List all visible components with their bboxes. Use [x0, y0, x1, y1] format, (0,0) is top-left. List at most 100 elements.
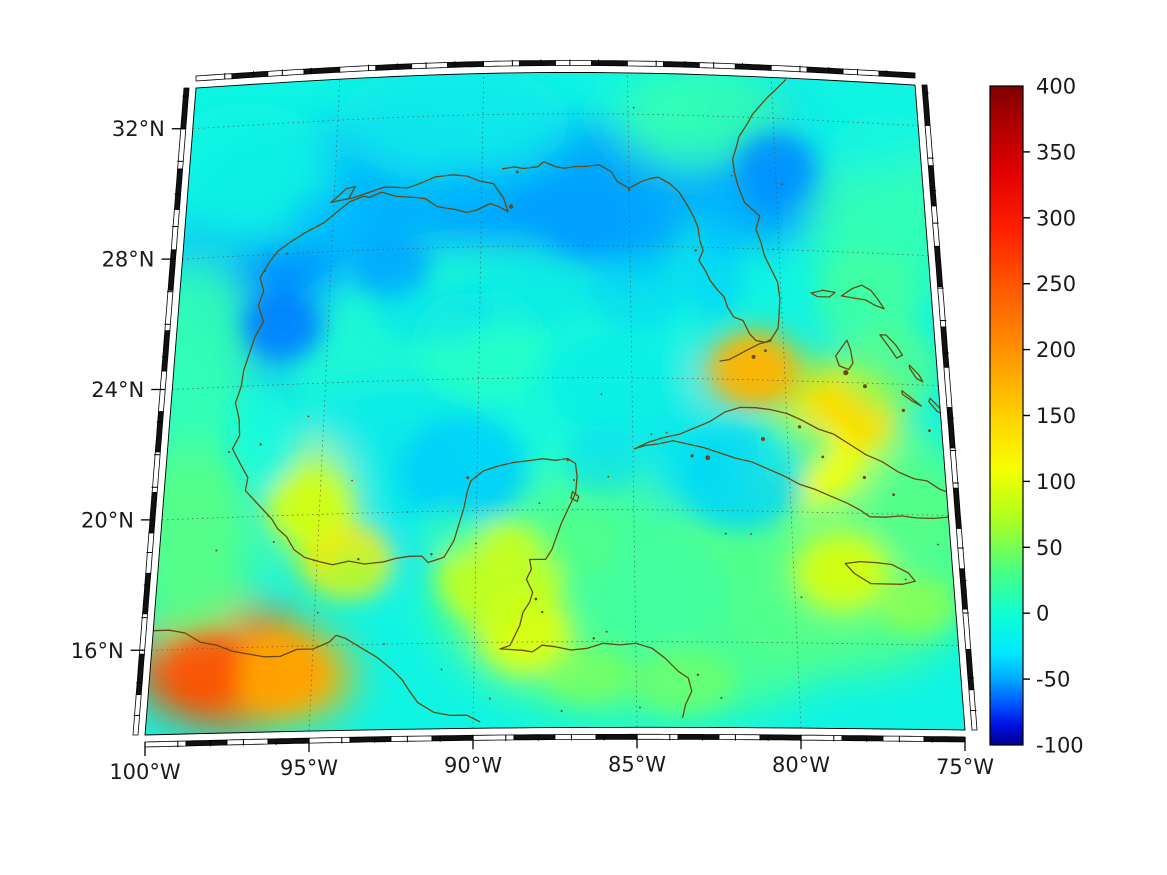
coastline-islet: [862, 384, 867, 389]
coastline-islet: [538, 502, 541, 505]
colorbar[interactable]: 400 350 300 250 200 150 100 50 0 -50 -100: [989, 75, 1084, 758]
field-region: [159, 102, 336, 247]
frame-segment-bottom: [349, 736, 392, 743]
field-feature-jamaica-channel-high: [800, 537, 883, 606]
coastline-islet: [488, 697, 491, 700]
frame-segment-bottom: [595, 733, 638, 740]
frame-segment-bottom: [267, 737, 310, 745]
field-region: [337, 72, 570, 182]
y-tick-label-28N: 28°N: [102, 248, 155, 272]
frame-segment-bottom: [513, 734, 556, 741]
frame-segment-bottom: [472, 734, 515, 741]
colorbar-tick-label-minus50: -50: [1036, 668, 1070, 692]
x-tick-label-80W: 80°W: [772, 753, 830, 777]
coastline-islet: [690, 454, 694, 458]
coastline-andros: [835, 339, 854, 371]
field-texture: [416, 504, 486, 558]
field-texture: [757, 420, 832, 473]
field-texture: [291, 192, 375, 246]
colorbar-tick-label-minus100: -100: [1036, 734, 1084, 758]
field-texture: [878, 576, 956, 636]
frame-segment-bottom: [144, 740, 187, 748]
frame-segment-bottom: [677, 734, 720, 740]
coastline-islet: [750, 533, 752, 535]
colorbar-ticks: [1023, 151, 1030, 680]
frame-segment-top: [519, 60, 556, 67]
coastline-islet: [724, 532, 727, 535]
coastline-islet: [650, 433, 653, 435]
frame-segment-top: [555, 60, 592, 66]
coastline-mexico-s: [152, 629, 481, 723]
field-feature-southern-mexico-maximum: [166, 634, 251, 703]
coastline-islet: [572, 479, 575, 482]
field-texture: [322, 546, 387, 599]
coastline-islet: [508, 204, 514, 209]
field-texture: [431, 171, 503, 218]
coastline-abaco: [840, 284, 885, 310]
field-texture: [542, 644, 633, 705]
field-feature-northeast-gulf-low: [546, 185, 624, 254]
coastline-jamaica: [844, 560, 916, 585]
field-texture: [446, 424, 522, 478]
frame-segment-top: [734, 63, 772, 71]
y-tick-label-20N: 20°N: [81, 508, 134, 532]
frame-segment-bottom: [308, 736, 351, 744]
colorbar-tick-label-400: 400: [1036, 75, 1076, 99]
frame-segment-bottom: [800, 734, 843, 741]
coastline-islet: [821, 455, 825, 459]
colorbar-tick-label-0: 0: [1036, 602, 1049, 626]
coastline-islet: [475, 542, 477, 545]
frame-segment-bottom: [759, 734, 802, 741]
field-feature-florida-straits-maximum: [714, 335, 794, 405]
frame-segment-right: [921, 84, 931, 126]
field-texture: [373, 284, 495, 344]
coastline-islet: [605, 630, 608, 633]
frame-segment-top: [663, 61, 700, 69]
frame-segment-left: [180, 87, 190, 129]
coastline-islet: [351, 479, 353, 482]
coastline-islet: [541, 610, 544, 614]
x-tick-label-75W: 75°W: [936, 755, 994, 779]
field-region: [784, 72, 936, 175]
coastline-eleuthera: [879, 334, 904, 359]
graticule-meridian: [770, 77, 802, 729]
coastline-islet: [534, 597, 538, 601]
frame-segment-bottom: [841, 735, 884, 742]
coastline-keys: [719, 340, 772, 362]
field-region: [613, 72, 788, 169]
coastline-cat: [908, 364, 924, 383]
coastline-islet: [862, 475, 866, 480]
coastline-islet: [312, 559, 315, 562]
frame-segment-top: [483, 60, 520, 67]
field-feature-south-texas-low: [243, 291, 323, 360]
graticule-meridian: [472, 73, 484, 729]
coastline-islet: [285, 252, 288, 255]
coastline-islet: [259, 443, 262, 446]
field-texture: [588, 252, 685, 332]
coastline-islet: [357, 557, 360, 561]
coastline-islet: [843, 370, 849, 376]
coastline-islet: [215, 549, 218, 552]
coastline-islet: [720, 696, 723, 699]
axis-tick-labels: 100°W 95°W 90°W 85°W 80°W 75°W 32°N 28°N 24°N 20°…: [71, 117, 994, 784]
coastline-islands: [215, 106, 939, 713]
coastline-islet: [797, 425, 802, 429]
x-tick-label-85W: 85°W: [608, 752, 666, 776]
coastline-mexico: [231, 320, 693, 719]
field-feature-texas-louisiana-shelf-low: [351, 231, 430, 300]
frame-segment-bottom: [554, 734, 597, 740]
field-texture: [697, 175, 751, 255]
frame-segment-top: [698, 62, 736, 70]
frame-segment-bottom: [390, 735, 433, 742]
x-tick-label-90W: 90°W: [444, 753, 502, 777]
coastline-gulf-ms-al-fl: [501, 79, 787, 344]
map-inner-border: [144, 72, 966, 736]
coastline-islet: [317, 225, 320, 228]
frame-segment-top: [447, 61, 484, 68]
graticule-parallel: [192, 113, 919, 130]
coastline-islet: [705, 455, 711, 461]
y-tick-label-32N: 32°N: [112, 117, 165, 141]
colorbar-gradient: [989, 85, 1024, 746]
graticule-meridian: [627, 72, 638, 728]
